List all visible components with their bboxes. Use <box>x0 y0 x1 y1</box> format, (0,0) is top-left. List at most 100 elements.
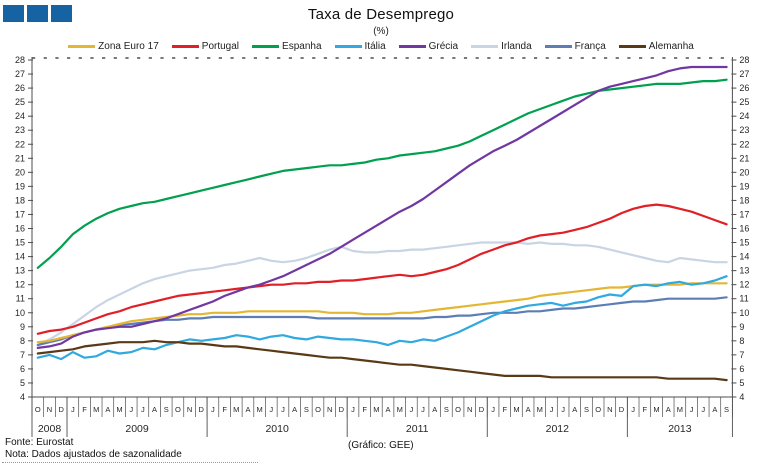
y-tick-label-right: 21 <box>739 153 749 163</box>
month-label: D <box>339 405 345 414</box>
y-tick-label-left: 28 <box>15 55 25 65</box>
y-tick-label-right: 5 <box>739 378 744 388</box>
y-tick-label-left: 5 <box>20 378 25 388</box>
legend-item-itália: Itália <box>334 41 386 52</box>
series-line-irlanda <box>36 241 728 347</box>
legend-label: Portugal <box>201 41 240 52</box>
month-label: F <box>222 405 227 414</box>
y-tick-label-left: 16 <box>15 224 25 234</box>
y-tick-label-right: 20 <box>739 167 749 177</box>
y-tick-label-left: 21 <box>15 153 25 163</box>
month-label: J <box>690 405 694 414</box>
month-label: A <box>526 405 531 414</box>
legend-item-frança: França <box>544 41 606 52</box>
month-label: S <box>304 405 309 414</box>
legend-item-grécia: Grécia <box>398 41 459 52</box>
y-tick-label-left: 27 <box>15 69 25 79</box>
month-label: A <box>432 405 437 414</box>
month-label: A <box>666 405 671 414</box>
chart-subtitle: (%) <box>373 26 389 37</box>
y-tick-label-right: 19 <box>739 181 749 191</box>
series-line-grécia <box>36 65 728 349</box>
month-label: M <box>233 405 239 414</box>
month-label: S <box>444 405 449 414</box>
y-tick-label-right: 6 <box>739 364 744 374</box>
month-label: O <box>315 405 321 414</box>
legend-item-irlanda: Irlanda <box>471 41 532 52</box>
month-label: M <box>257 405 263 414</box>
y-tick-label-left: 20 <box>15 167 25 177</box>
month-label: O <box>35 405 41 414</box>
y-tick-label-left: 17 <box>15 209 25 219</box>
logo-square <box>3 5 24 22</box>
month-label: N <box>607 405 612 414</box>
credit-text: (Gráfico: GEE) <box>348 440 414 451</box>
legend-label: Zona Euro 17 <box>98 41 159 52</box>
y-tick-label-right: 12 <box>739 280 749 290</box>
year-label: 2010 <box>265 423 289 435</box>
y-tick-label-right: 10 <box>739 308 749 318</box>
month-label: J <box>410 405 414 414</box>
month-label: D <box>479 405 485 414</box>
month-label: A <box>712 405 717 414</box>
month-label: J <box>129 405 133 414</box>
y-tick-label-right: 23 <box>739 125 749 135</box>
unemployment-line-chart: 4 4 5 5 6 6 7 7 8 8 9 9 10 10 11 11 12 12 13 13 14 14 15 15 16 16… <box>15 55 749 437</box>
legend-item-espanha: Espanha <box>252 41 322 52</box>
legend-swatch <box>171 45 199 48</box>
y-tick-label-left: 15 <box>15 238 25 248</box>
y-tick-label-right: 11 <box>739 294 748 304</box>
y-tick-label-right: 8 <box>739 336 744 346</box>
month-label: F <box>82 405 87 414</box>
month-label: S <box>164 405 169 414</box>
bottom-dotted-line <box>2 462 258 463</box>
legend-label: Irlanda <box>501 41 532 52</box>
month-label: J <box>269 405 273 414</box>
month-label: M <box>677 405 683 414</box>
y-tick-label-left: 25 <box>15 97 25 107</box>
series-line-espanha <box>36 78 728 269</box>
y-tick-label-left: 8 <box>20 336 25 346</box>
month-label: N <box>467 405 472 414</box>
y-tick-label-left: 10 <box>15 308 25 318</box>
y-tick-label-right: 16 <box>739 224 749 234</box>
y-tick-label-left: 9 <box>20 322 25 332</box>
legend-label: Grécia <box>428 41 459 52</box>
y-tick-label-left: 13 <box>15 266 25 276</box>
year-label: 2008 <box>38 423 62 435</box>
month-label: M <box>513 405 519 414</box>
month-label: N <box>327 405 332 414</box>
month-label: A <box>105 405 110 414</box>
y-tick-label-left: 11 <box>16 294 25 304</box>
y-tick-label-left: 12 <box>15 280 25 290</box>
y-tick-label-left: 14 <box>15 252 25 262</box>
month-label: A <box>245 405 250 414</box>
y-tick-label-left: 24 <box>15 111 25 121</box>
legend-item-alemanha: Alemanha <box>618 41 694 52</box>
series-line-zona-euro-17 <box>36 282 728 344</box>
y-tick-label-left: 4 <box>20 392 25 402</box>
year-label: 2011 <box>406 423 429 435</box>
y-tick-label-left: 18 <box>15 195 25 205</box>
month-label: J <box>211 405 215 414</box>
month-label: J <box>561 405 565 414</box>
chart-title: Taxa de Desemprego <box>307 6 455 23</box>
y-tick-label-left: 26 <box>15 83 25 93</box>
month-label: M <box>93 405 99 414</box>
month-label: J <box>550 405 554 414</box>
legend-item-zona-euro-17: Zona Euro 17 <box>68 41 159 52</box>
legend-swatch <box>471 45 499 48</box>
y-tick-label-left: 6 <box>20 364 25 374</box>
y-tick-label-right: 22 <box>739 139 749 149</box>
legend-label: Itália <box>364 41 386 52</box>
month-label: M <box>537 405 543 414</box>
y-tick-label-left: 22 <box>15 139 25 149</box>
month-label: J <box>351 405 355 414</box>
y-tick-label-right: 15 <box>739 238 749 248</box>
month-label: F <box>502 405 507 414</box>
month-label: J <box>141 405 145 414</box>
y-tick-label-right: 26 <box>739 83 749 93</box>
legend-item-portugal: Portugal <box>171 41 240 52</box>
month-label: O <box>175 405 181 414</box>
month-label: M <box>373 405 379 414</box>
